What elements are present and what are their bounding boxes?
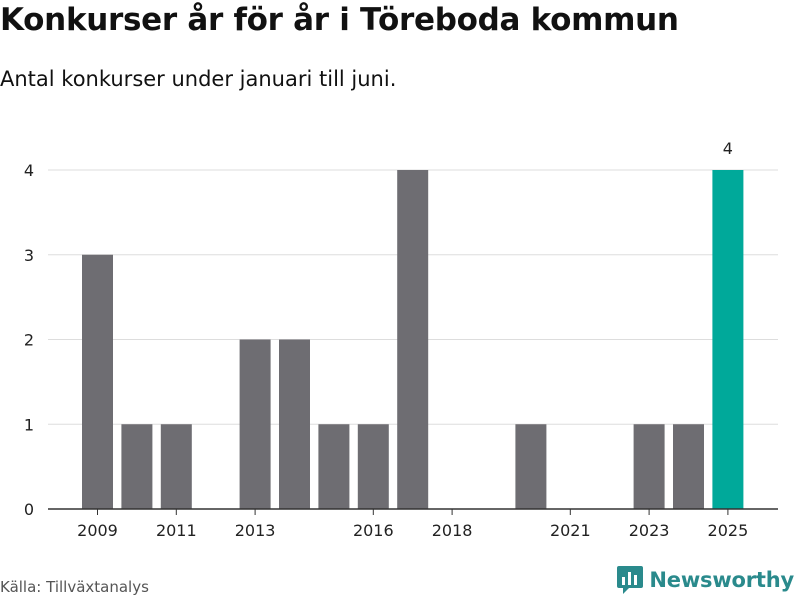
bar-2025 bbox=[712, 170, 744, 509]
bar-2024 bbox=[673, 424, 704, 509]
bar-2023 bbox=[633, 424, 665, 509]
x-tick-label-2018: 2018 bbox=[432, 521, 473, 540]
data-label-2025: 4 bbox=[723, 139, 733, 158]
bar-2010 bbox=[121, 424, 153, 509]
brand-logo: Newsworthy bbox=[617, 566, 794, 594]
bar-2017 bbox=[397, 170, 429, 509]
chart-subtitle: Antal konkurser under januari till juni. bbox=[0, 67, 397, 91]
x-tick-label-2025: 2025 bbox=[708, 521, 749, 540]
x-tick-label-2023: 2023 bbox=[629, 521, 670, 540]
bar-2011 bbox=[160, 424, 192, 509]
bar-2009 bbox=[82, 254, 113, 509]
x-tick-label-2011: 2011 bbox=[156, 521, 197, 540]
x-tick-label-2016: 2016 bbox=[353, 521, 394, 540]
x-tick-label-2009: 2009 bbox=[77, 521, 118, 540]
y-tick-label-2: 2 bbox=[24, 331, 34, 350]
y-tick-label-0: 0 bbox=[24, 500, 34, 519]
bar-2014 bbox=[279, 339, 310, 509]
bar-2015 bbox=[318, 424, 350, 509]
y-tick-label-1: 1 bbox=[24, 415, 34, 434]
chart-title: Konkurser år för år i Töreboda kommun bbox=[0, 2, 679, 38]
source-note: Källa: Tillväxtanalys bbox=[0, 578, 149, 596]
x-tick-label-2013: 2013 bbox=[235, 521, 276, 540]
bar-2016 bbox=[357, 424, 389, 509]
bar-2020 bbox=[515, 424, 547, 509]
bar-chart-logo-icon bbox=[617, 566, 644, 594]
y-tick-label-3: 3 bbox=[24, 246, 34, 265]
brand-name: Newsworthy bbox=[649, 568, 794, 592]
bar-2013 bbox=[239, 339, 271, 509]
x-tick-label-2021: 2021 bbox=[550, 521, 591, 540]
y-tick-label-4: 4 bbox=[24, 161, 34, 180]
